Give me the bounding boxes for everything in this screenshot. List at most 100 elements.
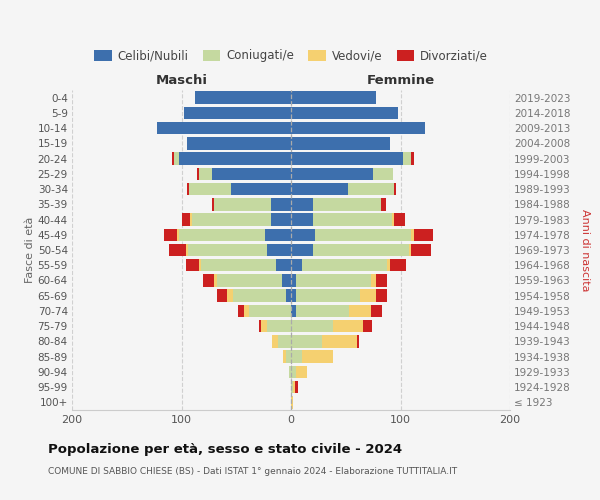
Bar [302, 350, 332, 363]
Bar [289, 366, 291, 378]
Bar [291, 183, 348, 196]
Bar [291, 244, 313, 256]
Text: Popolazione per età, sesso e stato civile - 2024: Popolazione per età, sesso e stato civil… [48, 442, 402, 456]
Text: COMUNE DI SABBIO CHIESE (BS) - Dati ISTAT 1° gennaio 2024 - Elaborazione TUTTITA: COMUNE DI SABBIO CHIESE (BS) - Dati ISTA… [48, 468, 457, 476]
Bar [186, 259, 199, 272]
Bar [259, 320, 262, 332]
Bar [291, 228, 315, 241]
Bar [373, 168, 393, 180]
Bar [302, 259, 388, 272]
Bar [313, 198, 381, 210]
Bar [272, 335, 278, 347]
Bar [363, 320, 372, 332]
Bar [193, 214, 271, 226]
Bar [282, 274, 291, 286]
Text: Femmine: Femmine [367, 74, 434, 87]
Text: Maschi: Maschi [155, 74, 208, 87]
Bar [238, 304, 244, 317]
Bar [174, 152, 179, 165]
Bar [194, 92, 291, 104]
Bar [388, 259, 389, 272]
Bar [231, 183, 291, 196]
Bar [250, 304, 291, 317]
Bar [412, 244, 431, 256]
Bar [315, 228, 412, 241]
Bar [376, 274, 388, 286]
Bar [157, 122, 291, 134]
Bar [349, 304, 371, 317]
Bar [296, 290, 360, 302]
Bar [271, 214, 291, 226]
Bar [291, 304, 296, 317]
Bar [179, 152, 291, 165]
Bar [291, 381, 293, 394]
Bar [188, 244, 267, 256]
Bar [412, 152, 413, 165]
Bar [296, 366, 307, 378]
Bar [278, 335, 291, 347]
Bar [291, 137, 389, 149]
Bar [291, 214, 313, 226]
Bar [394, 183, 396, 196]
Bar [413, 228, 433, 241]
Bar [286, 350, 291, 363]
Bar [291, 396, 293, 408]
Bar [227, 290, 233, 302]
Bar [189, 183, 231, 196]
Bar [381, 198, 386, 210]
Bar [291, 106, 398, 119]
Bar [296, 304, 349, 317]
Bar [412, 228, 413, 241]
Bar [332, 320, 363, 332]
Bar [203, 274, 214, 286]
Bar [291, 168, 373, 180]
Bar [371, 304, 382, 317]
Bar [295, 381, 298, 394]
Bar [291, 198, 313, 210]
Bar [322, 335, 357, 347]
Bar [392, 214, 394, 226]
Bar [267, 320, 291, 332]
Bar [201, 259, 275, 272]
Y-axis label: Fasce di età: Fasce di età [25, 217, 35, 283]
Bar [409, 244, 412, 256]
Bar [187, 137, 291, 149]
Bar [262, 320, 267, 332]
Bar [389, 259, 406, 272]
Bar [199, 168, 212, 180]
Bar [275, 259, 291, 272]
Bar [291, 152, 403, 165]
Bar [233, 290, 286, 302]
Bar [186, 244, 188, 256]
Bar [394, 214, 405, 226]
Bar [184, 106, 291, 119]
Bar [283, 350, 286, 363]
Bar [296, 274, 371, 286]
Bar [187, 183, 189, 196]
Bar [214, 198, 271, 210]
Bar [271, 198, 291, 210]
Bar [313, 244, 409, 256]
Bar [291, 122, 425, 134]
Bar [293, 381, 295, 394]
Bar [313, 214, 392, 226]
Bar [212, 198, 214, 210]
Bar [199, 259, 201, 272]
Bar [217, 290, 227, 302]
Bar [286, 290, 291, 302]
Bar [177, 228, 179, 241]
Bar [371, 274, 376, 286]
Bar [348, 183, 394, 196]
Bar [360, 290, 376, 302]
Bar [197, 168, 199, 180]
Bar [244, 304, 250, 317]
Bar [291, 320, 332, 332]
Bar [291, 290, 296, 302]
Bar [164, 228, 177, 241]
Y-axis label: Anni di nascita: Anni di nascita [580, 209, 590, 291]
Bar [214, 274, 217, 286]
Bar [291, 366, 296, 378]
Bar [376, 290, 388, 302]
Bar [265, 228, 291, 241]
Bar [291, 92, 376, 104]
